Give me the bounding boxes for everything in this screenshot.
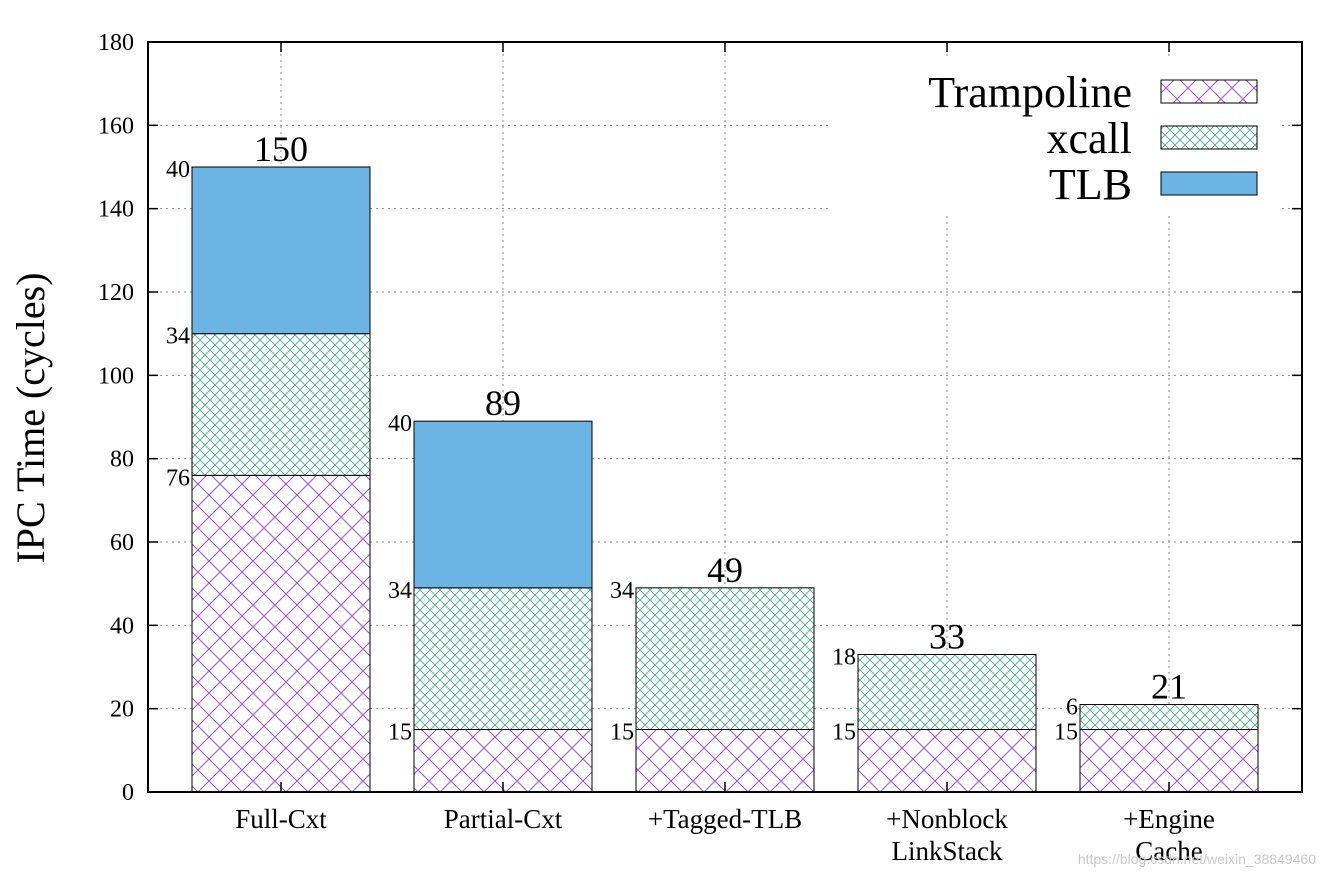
legend-label-trampoline: Trampoline xyxy=(928,68,1132,117)
legend-label-tlb: TLB xyxy=(1049,160,1132,209)
segment-value-label: 34 xyxy=(166,324,190,350)
segment-value-label: 40 xyxy=(388,411,412,437)
bar-total-label: 33 xyxy=(929,617,965,657)
x-tick-label: Full-Cxt xyxy=(235,804,327,834)
y-tick-label: 120 xyxy=(98,280,134,306)
legend-swatch-tlb xyxy=(1160,171,1258,196)
segment-value-label: 34 xyxy=(610,578,634,604)
segment-value-label: 15 xyxy=(610,720,634,746)
bar-segment-tlb xyxy=(191,166,371,335)
x-tick-label: +Engine Cache xyxy=(1123,804,1215,866)
bar-segment-trampoline xyxy=(1079,729,1259,793)
y-axis-title: IPC Time (cycles) xyxy=(8,272,53,563)
bar-total-label: 49 xyxy=(707,550,743,590)
segment-value-label: 6 xyxy=(1066,695,1078,721)
segment-value-label: 76 xyxy=(166,465,190,491)
bar-total-label: 21 xyxy=(1151,667,1187,707)
y-tick-label: 60 xyxy=(110,530,134,556)
legend-swatch-xcall xyxy=(1160,125,1258,150)
y-tick-label: 160 xyxy=(98,113,134,139)
bar-segment-tlb xyxy=(413,420,593,589)
y-tick-label: 180 xyxy=(98,30,134,56)
watermark: https://blog.csdn.net/weixin_38849460 xyxy=(1078,851,1316,867)
bar-segment-trampoline xyxy=(191,474,371,793)
x-tick-label: Partial-Cxt xyxy=(444,804,563,834)
segment-value-label: 40 xyxy=(166,157,190,183)
bar-labels: 76 34 40 150 Full-Cxt 15 34 40 89 Partial-Cxt 15 34… xyxy=(166,129,1215,866)
x-tick-label: +Tagged-TLB xyxy=(648,804,802,834)
bars xyxy=(191,166,1259,793)
bar-segment-xcall xyxy=(1079,704,1259,730)
bar-segment-xcall xyxy=(857,654,1037,730)
bar-total-label: 89 xyxy=(485,383,521,423)
bar-segment-trampoline xyxy=(857,729,1037,793)
legend-label-xcall: xcall xyxy=(1046,114,1132,163)
y-tick-label: 100 xyxy=(98,363,134,389)
bar-segment-trampoline xyxy=(635,729,815,793)
legend-swatch-trampoline xyxy=(1160,79,1258,104)
y-tick-label: 0 xyxy=(122,780,134,806)
segment-value-label: 15 xyxy=(832,720,856,746)
segment-value-label: 15 xyxy=(388,720,412,746)
y-tick-label: 140 xyxy=(98,197,134,223)
segment-value-label: 18 xyxy=(832,645,856,671)
y-tick-label: 20 xyxy=(110,697,134,723)
bar-segment-xcall xyxy=(413,587,593,730)
bar-total-label: 150 xyxy=(254,129,308,169)
bar-segment-xcall xyxy=(191,333,371,476)
x-tick-label: +Nonblock LinkStack xyxy=(886,804,1008,866)
axes: 0 20 40 60 80 100 120 140 160 180 xyxy=(98,30,1303,806)
y-tick-label: 80 xyxy=(110,447,134,473)
bar-segment-xcall xyxy=(635,587,815,730)
segment-value-label: 34 xyxy=(388,578,412,604)
segment-value-label: 15 xyxy=(1054,720,1078,746)
y-tick-label: 40 xyxy=(110,613,134,639)
